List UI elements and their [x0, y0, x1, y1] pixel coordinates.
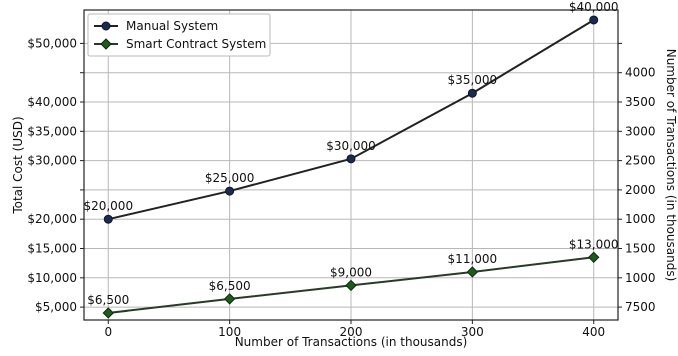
y2-axis-label: Number of Transactions (in thousands) [664, 49, 678, 282]
data-labels: $20,000 $25,000 $30,000 $35,000 $40,000 $6,50… [83, 0, 618, 307]
x-axis-label: Number of Transactions (in thousands) [235, 335, 468, 349]
data-point [588, 251, 600, 264]
data-point [466, 266, 479, 278]
data-point [102, 307, 114, 319]
data-label: $6,500 [209, 279, 251, 293]
grid [84, 10, 618, 320]
y2-tick-label: 3500 [625, 95, 656, 109]
legend: Manual System Smart Contract System [87, 13, 271, 57]
data-point [225, 186, 235, 196]
legend-marker [101, 21, 111, 31]
data-label: $25,000 [205, 171, 255, 185]
y-axis-label: Total Cost (USD) [11, 116, 25, 214]
y-tick-label: $10,000 [27, 271, 77, 285]
data-label: $6,500 [87, 293, 129, 307]
x-tick-label: 100 [218, 325, 241, 339]
y2-tick-label: 3000 [625, 124, 656, 138]
data-point [346, 154, 356, 164]
data-label: $30,000 [326, 139, 376, 153]
data-label: $13,000 [569, 237, 619, 251]
data-point [223, 293, 236, 305]
y-tick-label: $15,000 [27, 242, 77, 256]
y-tick-label: $20,000 [27, 212, 77, 226]
y-tick-label: $40,000 [27, 95, 77, 109]
legend-box [87, 13, 271, 57]
x-tick-label: 0 [104, 325, 112, 339]
axes: 0 100 200 300 400 $5,000 $10,000 $15,000 $20,000… [11, 36, 678, 349]
legend-marker [100, 38, 112, 50]
data-label: $35,000 [448, 73, 498, 87]
y2-tick-label: 7500 [625, 300, 656, 314]
y2-tick-label: 1000 [625, 271, 656, 285]
legend-entry-label: Manual System [126, 19, 218, 33]
y2-tick-label: 4000 [625, 66, 656, 80]
y2-tick-label: 2500 [625, 154, 656, 168]
y-tick-label: $30,000 [27, 154, 77, 168]
x-tick-label: 200 [340, 325, 363, 339]
y2-tick-label: 1500 [625, 242, 656, 256]
x-tick-label: 300 [461, 325, 484, 339]
y-tick-label: $50,000 [27, 36, 77, 50]
x-tick-label: 400 [582, 325, 605, 339]
data-point [345, 279, 357, 292]
data-point [103, 214, 113, 224]
data-label: $40,000 [569, 0, 619, 14]
data-point [589, 15, 599, 25]
y-tick-label: $35,000 [27, 124, 77, 138]
data-label: $9,000 [330, 265, 372, 279]
y2-tick-label: 1000 [625, 212, 656, 226]
data-label: $11,000 [448, 252, 498, 266]
series-group [102, 15, 600, 319]
data-label: $20,000 [83, 199, 133, 213]
y-tick-label: $5,000 [35, 300, 77, 314]
data-point [467, 88, 477, 98]
y2-tick-label: 2000 [625, 183, 656, 197]
legend-entry-label: Smart Contract System [126, 37, 266, 51]
